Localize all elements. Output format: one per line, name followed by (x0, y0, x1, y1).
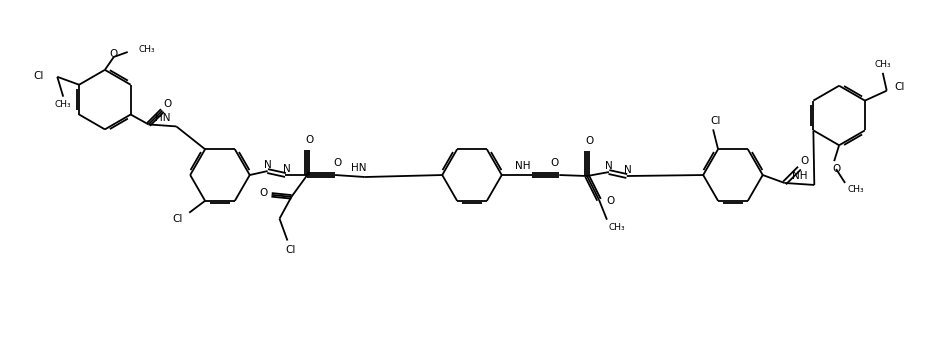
Text: N: N (282, 164, 291, 174)
Text: N: N (263, 160, 272, 170)
Text: O: O (163, 99, 172, 109)
Text: O: O (333, 158, 341, 168)
Text: Cl: Cl (33, 71, 43, 81)
Text: O: O (305, 135, 313, 145)
Text: HN: HN (351, 163, 366, 173)
Text: O: O (607, 196, 615, 206)
Text: CH₃: CH₃ (609, 223, 626, 232)
Text: O: O (801, 156, 808, 166)
Text: Cl: Cl (895, 82, 905, 92)
Text: O: O (550, 158, 559, 168)
Text: O: O (585, 136, 593, 146)
Text: HN: HN (155, 114, 170, 124)
Text: N: N (624, 165, 632, 175)
Text: NH: NH (514, 161, 531, 171)
Text: N: N (605, 161, 613, 171)
Text: Cl: Cl (710, 116, 720, 126)
Text: CH₃: CH₃ (874, 60, 891, 69)
Text: Cl: Cl (285, 245, 295, 256)
Text: O: O (110, 49, 118, 59)
Text: CH₃: CH₃ (139, 45, 155, 54)
Text: NH: NH (792, 171, 807, 181)
Text: CH₃: CH₃ (847, 185, 864, 195)
Text: O: O (832, 164, 840, 174)
Text: Cl: Cl (172, 214, 182, 224)
Text: CH₃: CH₃ (55, 100, 72, 109)
Text: O: O (260, 188, 268, 198)
